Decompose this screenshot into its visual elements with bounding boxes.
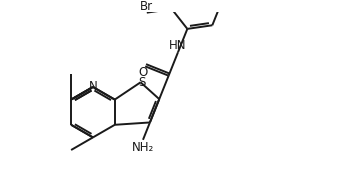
Text: Br: Br	[140, 0, 153, 13]
Text: NH₂: NH₂	[132, 141, 154, 154]
Text: S: S	[138, 76, 145, 89]
Text: O: O	[139, 66, 148, 79]
Text: N: N	[88, 80, 97, 93]
Text: HN: HN	[169, 39, 187, 52]
